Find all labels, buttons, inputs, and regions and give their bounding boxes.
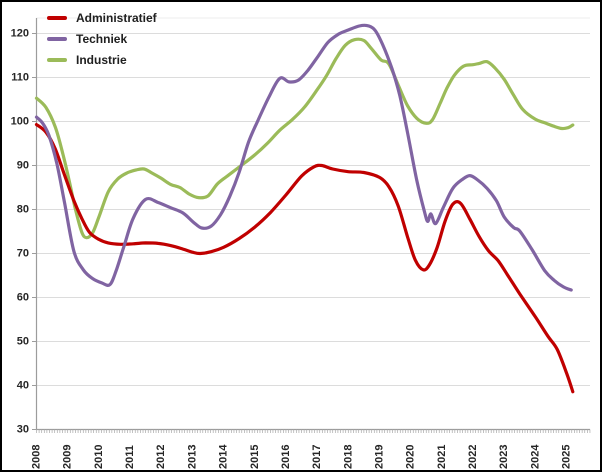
series-line-administratief: [34, 123, 575, 394]
y-axis-label-30: 30: [17, 424, 29, 436]
legend-label-industrie: Industrie: [76, 53, 127, 67]
series-line-techniek: [34, 23, 573, 292]
x-axis-label-2022: 2022: [467, 445, 479, 469]
y-axis-label-110: 110: [11, 72, 29, 84]
x-axis-label-2009: 2009: [62, 445, 74, 469]
y-axis-label-40: 40: [17, 380, 29, 392]
legend-item-administratief: Administratief: [47, 11, 157, 25]
x-axis-label-2008: 2008: [31, 445, 43, 469]
chart-legend: Administratief Techniek Industrie: [47, 11, 157, 67]
x-axis-label-2024: 2024: [529, 444, 541, 469]
series-line-industrie: [34, 37, 575, 240]
y-axis-label-90: 90: [17, 160, 29, 172]
legend-label-administratief: Administratief: [76, 11, 157, 25]
techniek-line-swatch-icon: [47, 37, 67, 41]
y-axis-label-80: 80: [17, 204, 29, 216]
legend-label-techniek: Techniek: [76, 32, 128, 46]
legend-item-techniek: Techniek: [47, 32, 157, 46]
x-axis-label-2012: 2012: [155, 445, 167, 469]
x-axis-label-2011: 2011: [124, 445, 136, 469]
x-axis-label-2018: 2018: [342, 445, 354, 469]
x-axis-label-2013: 2013: [186, 445, 198, 469]
legend-item-industrie: Industrie: [47, 53, 157, 67]
y-axis-label-60: 60: [17, 292, 29, 304]
x-axis-label-2023: 2023: [498, 445, 510, 469]
x-axis-label-2021: 2021: [436, 445, 448, 469]
y-axis-label-100: 100: [11, 116, 29, 128]
x-axis-label-2025: 2025: [561, 445, 573, 469]
x-axis-label-2016: 2016: [280, 445, 292, 469]
x-axis-label-2020: 2020: [405, 445, 417, 469]
y-axis-label-70: 70: [17, 248, 29, 260]
industrie-line-swatch-icon: [47, 58, 67, 62]
x-axis-label-2010: 2010: [93, 445, 105, 469]
y-axis-label-50: 50: [17, 336, 29, 348]
x-axis-label-2019: 2019: [373, 445, 385, 469]
y-axis-label-120: 120: [11, 28, 29, 40]
administratief-line-swatch-icon: [47, 16, 67, 20]
x-axis-label-2015: 2015: [249, 445, 261, 469]
x-axis-label-2014: 2014: [218, 444, 230, 469]
x-axis-label-2017: 2017: [311, 445, 323, 469]
x-axis-minor-ticks: [36, 429, 591, 433]
